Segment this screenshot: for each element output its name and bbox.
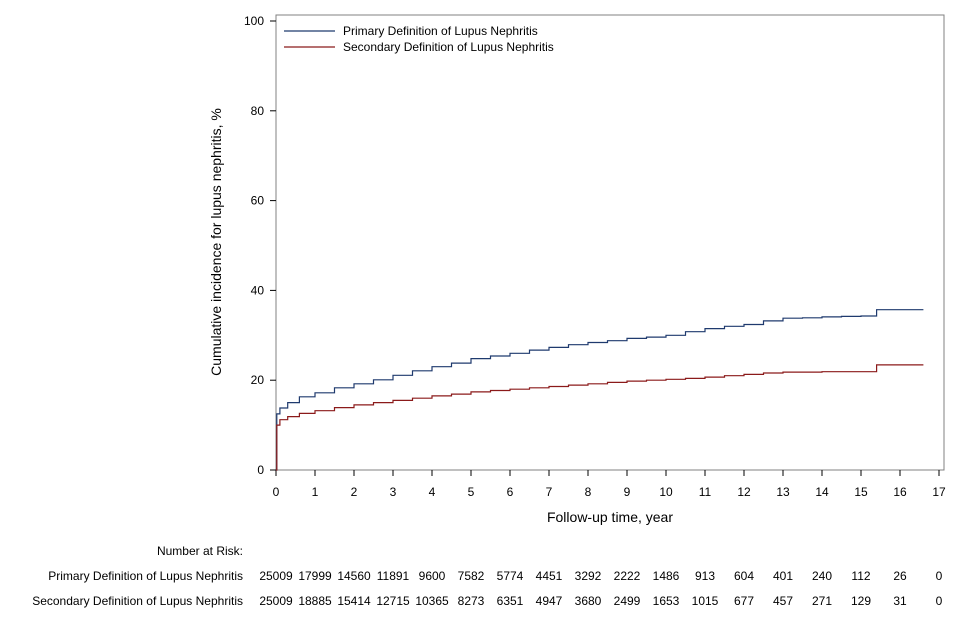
risk-count: 677 <box>734 594 754 608</box>
risk-count: 0 <box>936 569 943 583</box>
x-tick-label: 2 <box>351 485 358 499</box>
risk-count: 18885 <box>298 594 332 608</box>
risk-count: 17999 <box>298 569 332 583</box>
x-tick-label: 8 <box>585 485 592 499</box>
y-tick-label: 60 <box>251 194 265 208</box>
risk-count: 11891 <box>377 569 410 583</box>
series-line-2 <box>276 364 924 471</box>
y-axis-label: Cumulative incidence for lupus nephritis… <box>208 108 224 376</box>
plot-frame <box>275 14 945 471</box>
y-tick-label: 80 <box>251 104 265 118</box>
x-tick-label: 16 <box>893 485 907 499</box>
risk-count: 1015 <box>692 594 719 608</box>
risk-count: 2499 <box>614 594 641 608</box>
risk-count: 5774 <box>497 569 524 583</box>
legend-label-1: Primary Definition of Lupus Nephritis <box>343 24 538 38</box>
risk-count: 25009 <box>259 594 293 608</box>
x-tick-label: 7 <box>546 485 553 499</box>
risk-count: 4451 <box>536 569 563 583</box>
risk-count: 1486 <box>653 569 680 583</box>
x-tick-label: 11 <box>699 485 712 499</box>
x-tick-label: 6 <box>507 485 514 499</box>
y-tick-label: 40 <box>251 283 265 297</box>
risk-count: 4947 <box>536 594 563 608</box>
risk-count: 3292 <box>575 569 602 583</box>
risk-count: 240 <box>812 569 832 583</box>
risk-count: 12715 <box>376 594 410 608</box>
legend: Primary Definition of Lupus Nephritis Sec… <box>284 24 554 54</box>
legend-label-2: Secondary Definition of Lupus Nephritis <box>343 40 554 54</box>
series-line-1 <box>276 309 924 471</box>
x-tick-label: 5 <box>468 485 475 499</box>
x-tick-label: 0 <box>273 485 280 499</box>
y-tick-label: 100 <box>244 14 264 28</box>
risk-count: 457 <box>773 594 793 608</box>
x-tick-label: 14 <box>815 485 829 499</box>
x-axis: 0 1 2 3 4 5 6 7 8 9 10 11 12 13 14 15 16 17 <box>273 470 946 499</box>
risk-row-label-2: Secondary Definition of Lupus Nephritis <box>32 594 243 608</box>
risk-count: 26 <box>893 569 907 583</box>
risk-count: 14560 <box>337 569 371 583</box>
risk-count: 1653 <box>653 594 680 608</box>
y-tick-label: 20 <box>251 373 265 387</box>
x-tick-label: 12 <box>737 485 751 499</box>
risk-count: 3680 <box>575 594 602 608</box>
y-axis: 0 20 40 60 80 100 <box>244 14 276 477</box>
risk-count: 7582 <box>458 569 485 583</box>
risk-count: 129 <box>851 594 871 608</box>
x-tick-label: 1 <box>312 485 319 499</box>
x-tick-label: 9 <box>624 485 631 499</box>
risk-count: 112 <box>851 569 870 583</box>
risk-count: 271 <box>812 594 832 608</box>
x-tick-label: 10 <box>659 485 673 499</box>
risk-count: 9600 <box>419 569 446 583</box>
y-tick-label: 0 <box>257 463 264 477</box>
risk-count: 2222 <box>614 569 641 583</box>
risk-count: 0 <box>936 594 943 608</box>
risk-count: 913 <box>695 569 715 583</box>
risk-count: 31 <box>893 594 907 608</box>
risk-count: 6351 <box>497 594 524 608</box>
x-axis-label: Follow-up time, year <box>547 509 673 525</box>
series-layer <box>276 309 924 471</box>
x-tick-label: 17 <box>932 485 946 499</box>
risk-count: 604 <box>734 569 754 583</box>
risk-table-title: Number at Risk: <box>157 544 243 558</box>
risk-table: Number at Risk: Primary Definition of Lup… <box>32 544 942 608</box>
risk-count: 10365 <box>415 594 449 608</box>
x-tick-label: 13 <box>776 485 790 499</box>
risk-count: 401 <box>773 569 793 583</box>
x-tick-label: 3 <box>390 485 397 499</box>
risk-count: 25009 <box>259 569 293 583</box>
x-tick-label: 15 <box>854 485 868 499</box>
risk-count: 8273 <box>458 594 485 608</box>
risk-row-label-1: Primary Definition of Lupus Nephritis <box>48 569 243 583</box>
risk-count: 15414 <box>337 594 371 608</box>
x-tick-label: 4 <box>429 485 436 499</box>
